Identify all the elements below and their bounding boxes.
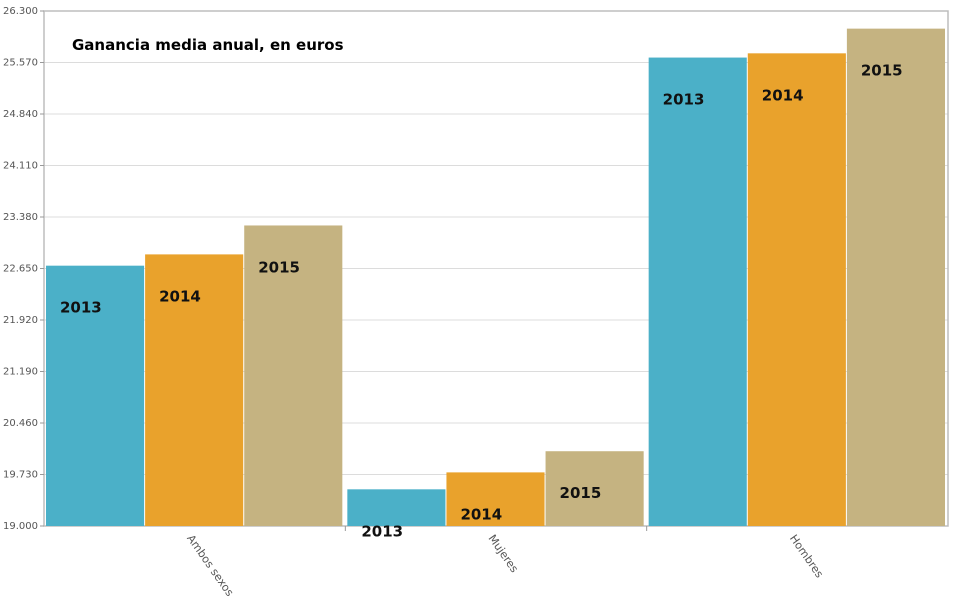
x-category-label: Hombres [787, 532, 826, 580]
y-tick-label: 23.380 [3, 212, 38, 223]
bar [545, 451, 644, 526]
bar-label: 2013 [663, 91, 705, 109]
x-category-label: Ambos sexos [184, 532, 236, 599]
x-axis-labels: Ambos sexos Mujeres Hombres [184, 526, 826, 599]
bar [244, 225, 343, 526]
y-tick-label: 19.000 [3, 521, 38, 532]
y-tick-label: 21.190 [3, 367, 38, 378]
y-tick-label: 25.570 [3, 58, 38, 69]
bar [846, 28, 945, 526]
bar-label: 2015 [560, 484, 602, 502]
y-tick-label: 24.110 [3, 161, 38, 172]
y-tick-label: 20.460 [3, 418, 38, 429]
y-axis-ticks: 19.000 19.730 20.460 21.190 21.920 22.650 23.3… [3, 6, 44, 532]
bar-label: 2014 [762, 86, 804, 104]
bar [446, 472, 545, 526]
bar-label: 2015 [861, 62, 903, 80]
bar-label: 2015 [258, 258, 300, 276]
bar [747, 53, 846, 526]
y-tick-label: 19.730 [3, 470, 38, 481]
bar [648, 57, 747, 526]
bar-label: 2013 [60, 299, 102, 317]
bar [46, 265, 145, 526]
y-tick-label: 24.840 [3, 109, 38, 120]
bar-labels: 2013 2014 2015 2013 2014 2015 2013 2014 2015 [60, 62, 903, 541]
bar-label: 2014 [159, 287, 201, 305]
y-tick-label: 21.920 [3, 315, 38, 326]
chart-title: Ganancia media anual, en euros [72, 36, 344, 54]
bar-label: 2014 [460, 505, 502, 523]
x-category-label: Mujeres [486, 532, 522, 575]
bar-label: 2013 [361, 522, 403, 540]
bar [347, 489, 446, 526]
bar [145, 254, 244, 526]
y-tick-label: 22.650 [3, 264, 38, 275]
bars [46, 28, 945, 526]
y-tick-label: 26.300 [3, 6, 38, 17]
